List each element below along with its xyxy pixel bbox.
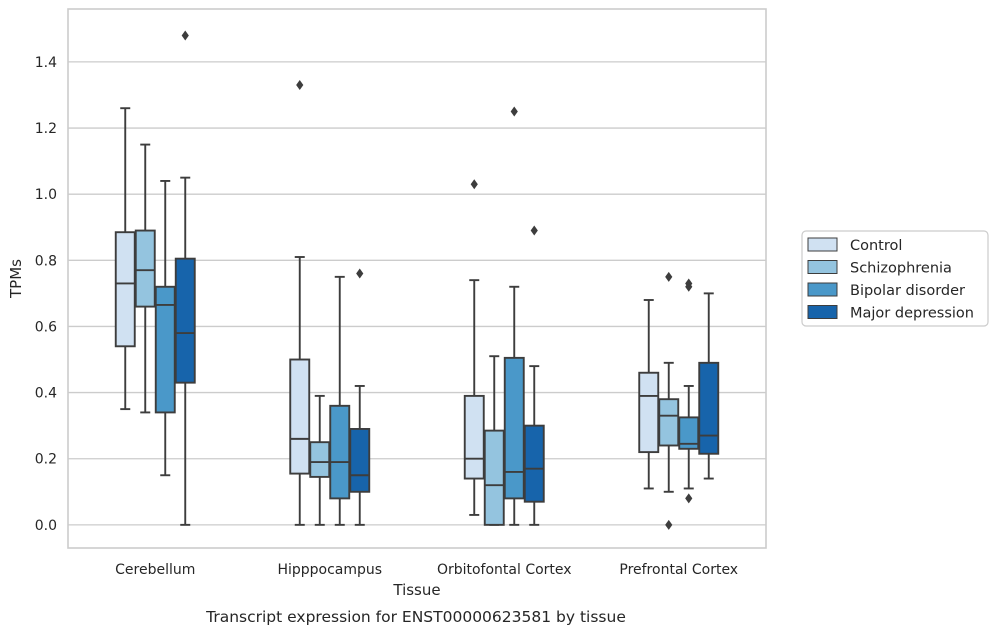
box-group bbox=[523, 225, 545, 526]
outlier-point bbox=[296, 80, 304, 91]
x-tick-labels: Cerebellum Hipppocampus Orbitofontal Corte… bbox=[115, 562, 738, 578]
y-tick-label: 0.4 bbox=[35, 386, 57, 402]
legend-item: Control bbox=[807, 237, 902, 254]
box bbox=[134, 229, 156, 308]
y-tick-label: 0.6 bbox=[35, 319, 57, 335]
box-group bbox=[678, 278, 700, 504]
legend: Control Schizophrenia Bipolar disorder Majo… bbox=[801, 230, 989, 327]
y-tick-label: 0.0 bbox=[35, 518, 57, 534]
legend-label: Schizophrenia bbox=[850, 261, 952, 277]
y-axis-title: TPMs bbox=[7, 259, 25, 299]
box-group bbox=[658, 271, 680, 530]
chart-caption: Transcript expression for ENST0000062358… bbox=[205, 608, 626, 626]
outlier-point bbox=[665, 271, 673, 282]
outlier-point bbox=[665, 519, 673, 530]
box bbox=[329, 404, 351, 500]
y-tick-label: 0.8 bbox=[35, 253, 57, 269]
legend-item: Bipolar disorder bbox=[807, 282, 965, 299]
x-tick-label: Hipppocampus bbox=[277, 562, 382, 578]
plot-frame bbox=[67, 8, 767, 549]
legend-frame bbox=[801, 230, 989, 327]
box-group bbox=[309, 394, 331, 526]
box-group bbox=[349, 268, 371, 526]
outlier-point bbox=[356, 268, 364, 279]
legend-items: Control Schizophrenia Bipolar disorder Majo… bbox=[807, 237, 974, 322]
outlier-point bbox=[470, 179, 478, 190]
legend-swatch bbox=[807, 260, 838, 274]
x-axis-title: Tissue bbox=[392, 581, 440, 599]
box bbox=[523, 424, 545, 503]
y-tick-label: 1.4 bbox=[35, 55, 57, 71]
box-layer bbox=[114, 30, 720, 530]
legend-item: Major depression bbox=[807, 305, 974, 322]
legend-swatch bbox=[807, 237, 838, 252]
x-tick-label: Orbitofontal Cortex bbox=[437, 562, 572, 578]
box bbox=[503, 356, 525, 500]
box-group bbox=[114, 107, 136, 411]
box bbox=[638, 371, 660, 454]
y-tick-label: 0.2 bbox=[35, 452, 57, 468]
box bbox=[289, 358, 311, 475]
box bbox=[154, 285, 176, 414]
box-group bbox=[463, 179, 485, 516]
legend-swatch bbox=[807, 305, 838, 319]
x-tick-label: Prefrontal Cortex bbox=[619, 562, 738, 578]
y-tick-label: 1.0 bbox=[35, 187, 57, 203]
box-group bbox=[698, 292, 720, 480]
box-group bbox=[483, 355, 505, 526]
box-group bbox=[638, 299, 660, 490]
box bbox=[114, 231, 136, 348]
box bbox=[678, 416, 700, 450]
box bbox=[698, 361, 720, 455]
y-tick-labels: 0.0 0.2 0.4 0.6 0.8 1.0 1.2 1.4 bbox=[35, 55, 57, 534]
y-tick-label: 1.2 bbox=[35, 121, 57, 137]
box bbox=[309, 441, 331, 478]
box-group bbox=[289, 80, 311, 526]
outlier-point bbox=[181, 30, 189, 41]
outlier-point bbox=[530, 225, 538, 236]
legend-label: Control bbox=[850, 238, 902, 254]
legend-label: Bipolar disorder bbox=[850, 283, 965, 299]
box-group bbox=[174, 30, 196, 526]
legend-label: Major depression bbox=[850, 306, 974, 322]
outlier-point bbox=[685, 281, 693, 292]
outlier-point bbox=[685, 493, 693, 504]
legend-item: Schizophrenia bbox=[807, 260, 952, 277]
outlier-point bbox=[510, 106, 518, 117]
box-group bbox=[503, 106, 525, 526]
plot-area bbox=[68, 9, 766, 548]
box-group bbox=[154, 180, 176, 477]
box-group bbox=[134, 143, 156, 414]
box bbox=[483, 429, 505, 526]
box bbox=[658, 398, 680, 447]
box bbox=[463, 394, 485, 480]
box bbox=[174, 257, 196, 384]
box-group bbox=[329, 275, 351, 526]
box bbox=[349, 428, 371, 493]
legend-swatch bbox=[807, 282, 838, 297]
x-tick-label: Cerebellum bbox=[115, 562, 195, 578]
